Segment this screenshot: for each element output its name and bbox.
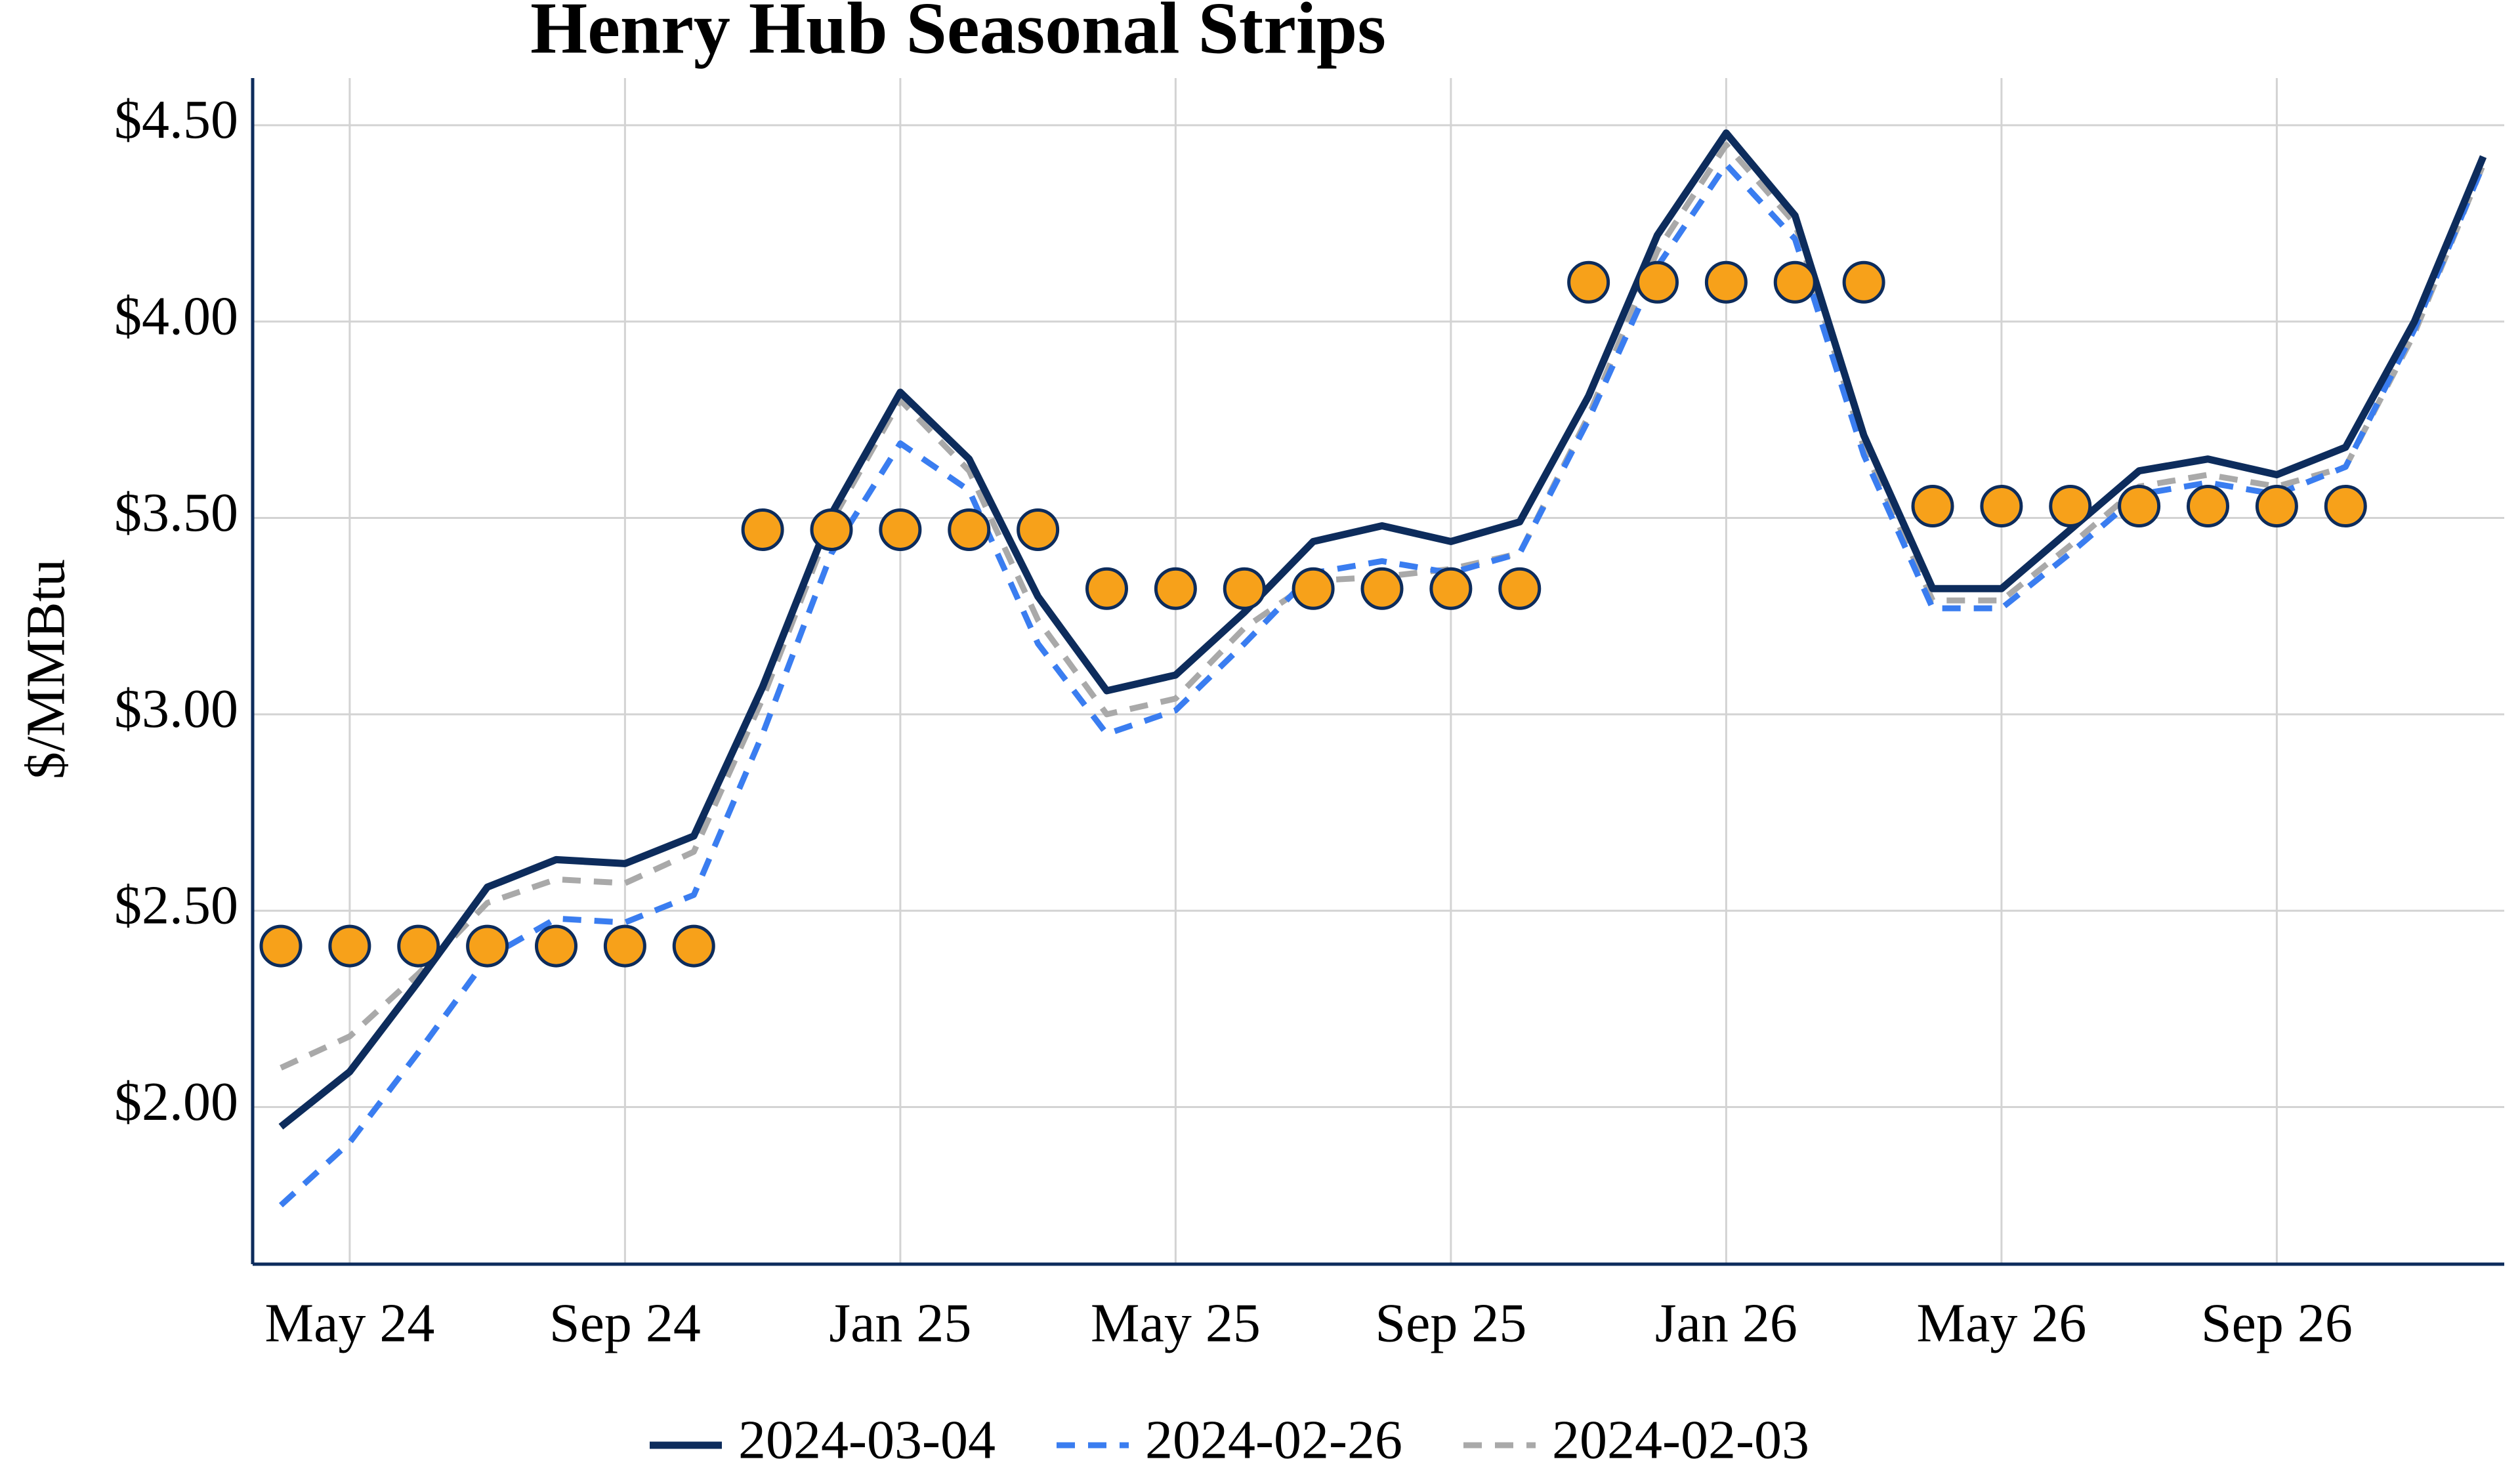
strip-point xyxy=(2049,485,2092,528)
strip-point xyxy=(672,924,715,968)
strip-point xyxy=(1223,567,1266,610)
strip-point xyxy=(1429,567,1473,610)
x-tick-label: May 25 xyxy=(1091,1292,1261,1353)
strip-point xyxy=(1360,567,1404,610)
x-tick-label: Sep 26 xyxy=(2201,1292,2353,1353)
strip-point xyxy=(879,508,922,551)
strip-point xyxy=(1085,567,1128,610)
strip-point xyxy=(1773,260,1816,304)
strip-point xyxy=(397,924,440,968)
strip-point xyxy=(466,924,509,968)
y-tick-label: $4.50 xyxy=(114,89,238,150)
y-tick-label: $3.50 xyxy=(114,482,238,543)
strip-point xyxy=(1704,260,1748,304)
strip-point xyxy=(1636,260,1679,304)
strip-point xyxy=(741,508,784,551)
y-tick-label: $2.00 xyxy=(114,1071,238,1132)
strip-point xyxy=(1017,508,1060,551)
strip-point xyxy=(328,924,371,968)
strip-point xyxy=(1842,260,1885,304)
strip-point xyxy=(603,924,646,968)
y-tick-label: $2.50 xyxy=(114,874,238,935)
strip-point xyxy=(1498,567,1542,610)
strip-point xyxy=(2187,485,2229,528)
legend-label: 2024-02-26 xyxy=(1145,1409,1402,1470)
series-line xyxy=(278,161,2487,1208)
strip-point xyxy=(1911,485,1954,528)
legend-label: 2024-02-03 xyxy=(1552,1409,1809,1470)
y-tick-label: $4.00 xyxy=(114,285,238,346)
y-tick-label: $3.00 xyxy=(114,678,238,739)
x-tick-label: Sep 24 xyxy=(549,1292,701,1353)
legend-label: 2024-03-04 xyxy=(738,1409,996,1470)
strip-point xyxy=(948,508,991,551)
strip-point xyxy=(259,924,303,968)
strip-point xyxy=(535,924,578,968)
x-tick-label: Jan 26 xyxy=(1655,1292,1797,1353)
strip-point xyxy=(2324,485,2367,528)
strip-point xyxy=(810,508,853,551)
x-tick-label: Jan 25 xyxy=(829,1292,971,1353)
strip-point xyxy=(2255,485,2298,528)
x-tick-label: May 24 xyxy=(264,1292,434,1353)
strip-point xyxy=(1154,567,1197,610)
strip-point xyxy=(2118,485,2161,528)
strip-point xyxy=(1980,485,2023,528)
strip-point xyxy=(1292,567,1335,610)
y-axis-label: $/MMBtu xyxy=(15,559,76,779)
chart-title: Henry Hub Seasonal Strips xyxy=(530,0,1386,70)
series-line xyxy=(278,129,2487,1130)
strip-point xyxy=(1567,260,1610,304)
x-tick-label: May 26 xyxy=(1916,1292,2086,1353)
x-tick-label: Sep 25 xyxy=(1375,1292,1526,1353)
